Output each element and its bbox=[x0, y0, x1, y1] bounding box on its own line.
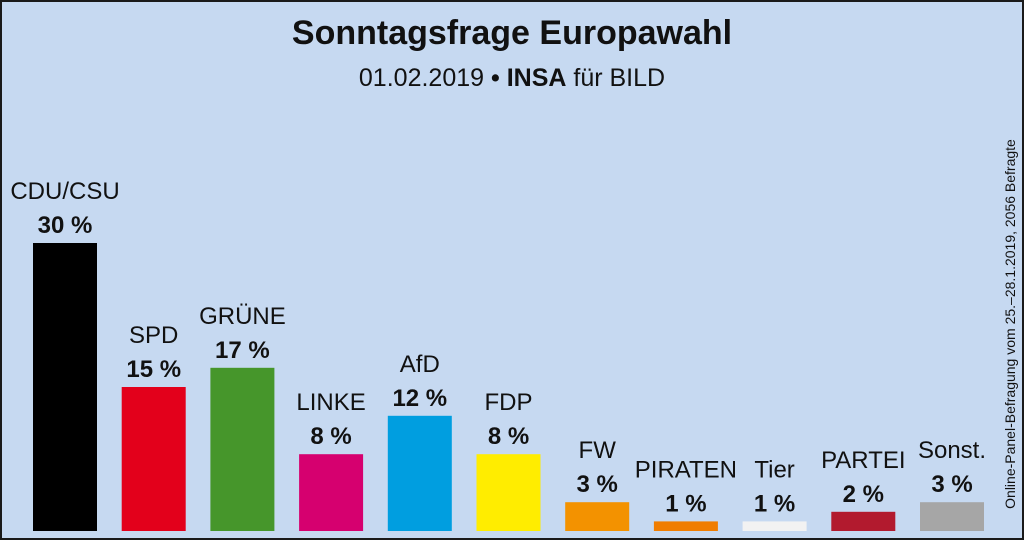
category-label-1: SPD bbox=[129, 322, 178, 349]
bar-10 bbox=[920, 502, 984, 531]
category-label-9: PARTEI bbox=[821, 447, 905, 474]
value-label-4: 12 % bbox=[392, 385, 447, 412]
value-label-9: 2 % bbox=[843, 481, 884, 508]
poll-date: 01.02.2019 bbox=[358, 64, 485, 92]
bar-2 bbox=[210, 367, 275, 531]
category-label-3: LINKE bbox=[296, 389, 365, 416]
bar-1 bbox=[121, 387, 186, 531]
survey-note: Online-Panel-Befragung vom 25.–28.1.2019… bbox=[1002, 139, 1018, 509]
value-label-10: 3 % bbox=[931, 471, 972, 498]
chart-title: Sonntagsfrage Europawahl bbox=[291, 14, 733, 52]
bar-8 bbox=[742, 521, 807, 531]
value-label-1: 15 % bbox=[126, 356, 181, 383]
value-label-0: 30 % bbox=[38, 212, 93, 239]
bar-5 bbox=[476, 454, 541, 531]
value-label-2: 17 % bbox=[215, 337, 270, 364]
bar-6 bbox=[565, 502, 630, 531]
bar-3 bbox=[299, 454, 364, 531]
chart-subtitle: 01.02.2019 • INSA für BILD bbox=[2, 64, 1022, 93]
value-label-8: 1 % bbox=[754, 490, 795, 517]
bar-4 bbox=[387, 415, 452, 531]
category-label-0: CDU/CSU bbox=[10, 178, 119, 205]
value-label-5: 8 % bbox=[488, 423, 529, 450]
category-label-8: Tier bbox=[754, 456, 794, 483]
category-label-2: GRÜNE bbox=[199, 303, 286, 330]
bar-0 bbox=[33, 243, 97, 531]
category-label-4: AfD bbox=[400, 351, 440, 378]
category-label-6: FW bbox=[579, 437, 617, 464]
value-label-7: 1 % bbox=[665, 490, 706, 517]
category-label-7: PIRATEN bbox=[635, 456, 737, 483]
bar-9 bbox=[831, 511, 896, 531]
category-label-10: Sonst. bbox=[918, 437, 986, 464]
subtitle-bullet: • bbox=[490, 64, 500, 92]
value-label-6: 3 % bbox=[577, 471, 618, 498]
bar-7 bbox=[653, 521, 718, 531]
poll-institute: INSA bbox=[506, 64, 567, 92]
poll-client: für BILD bbox=[573, 64, 666, 92]
value-label-3: 8 % bbox=[310, 423, 351, 450]
category-label-5: FDP bbox=[485, 389, 533, 416]
